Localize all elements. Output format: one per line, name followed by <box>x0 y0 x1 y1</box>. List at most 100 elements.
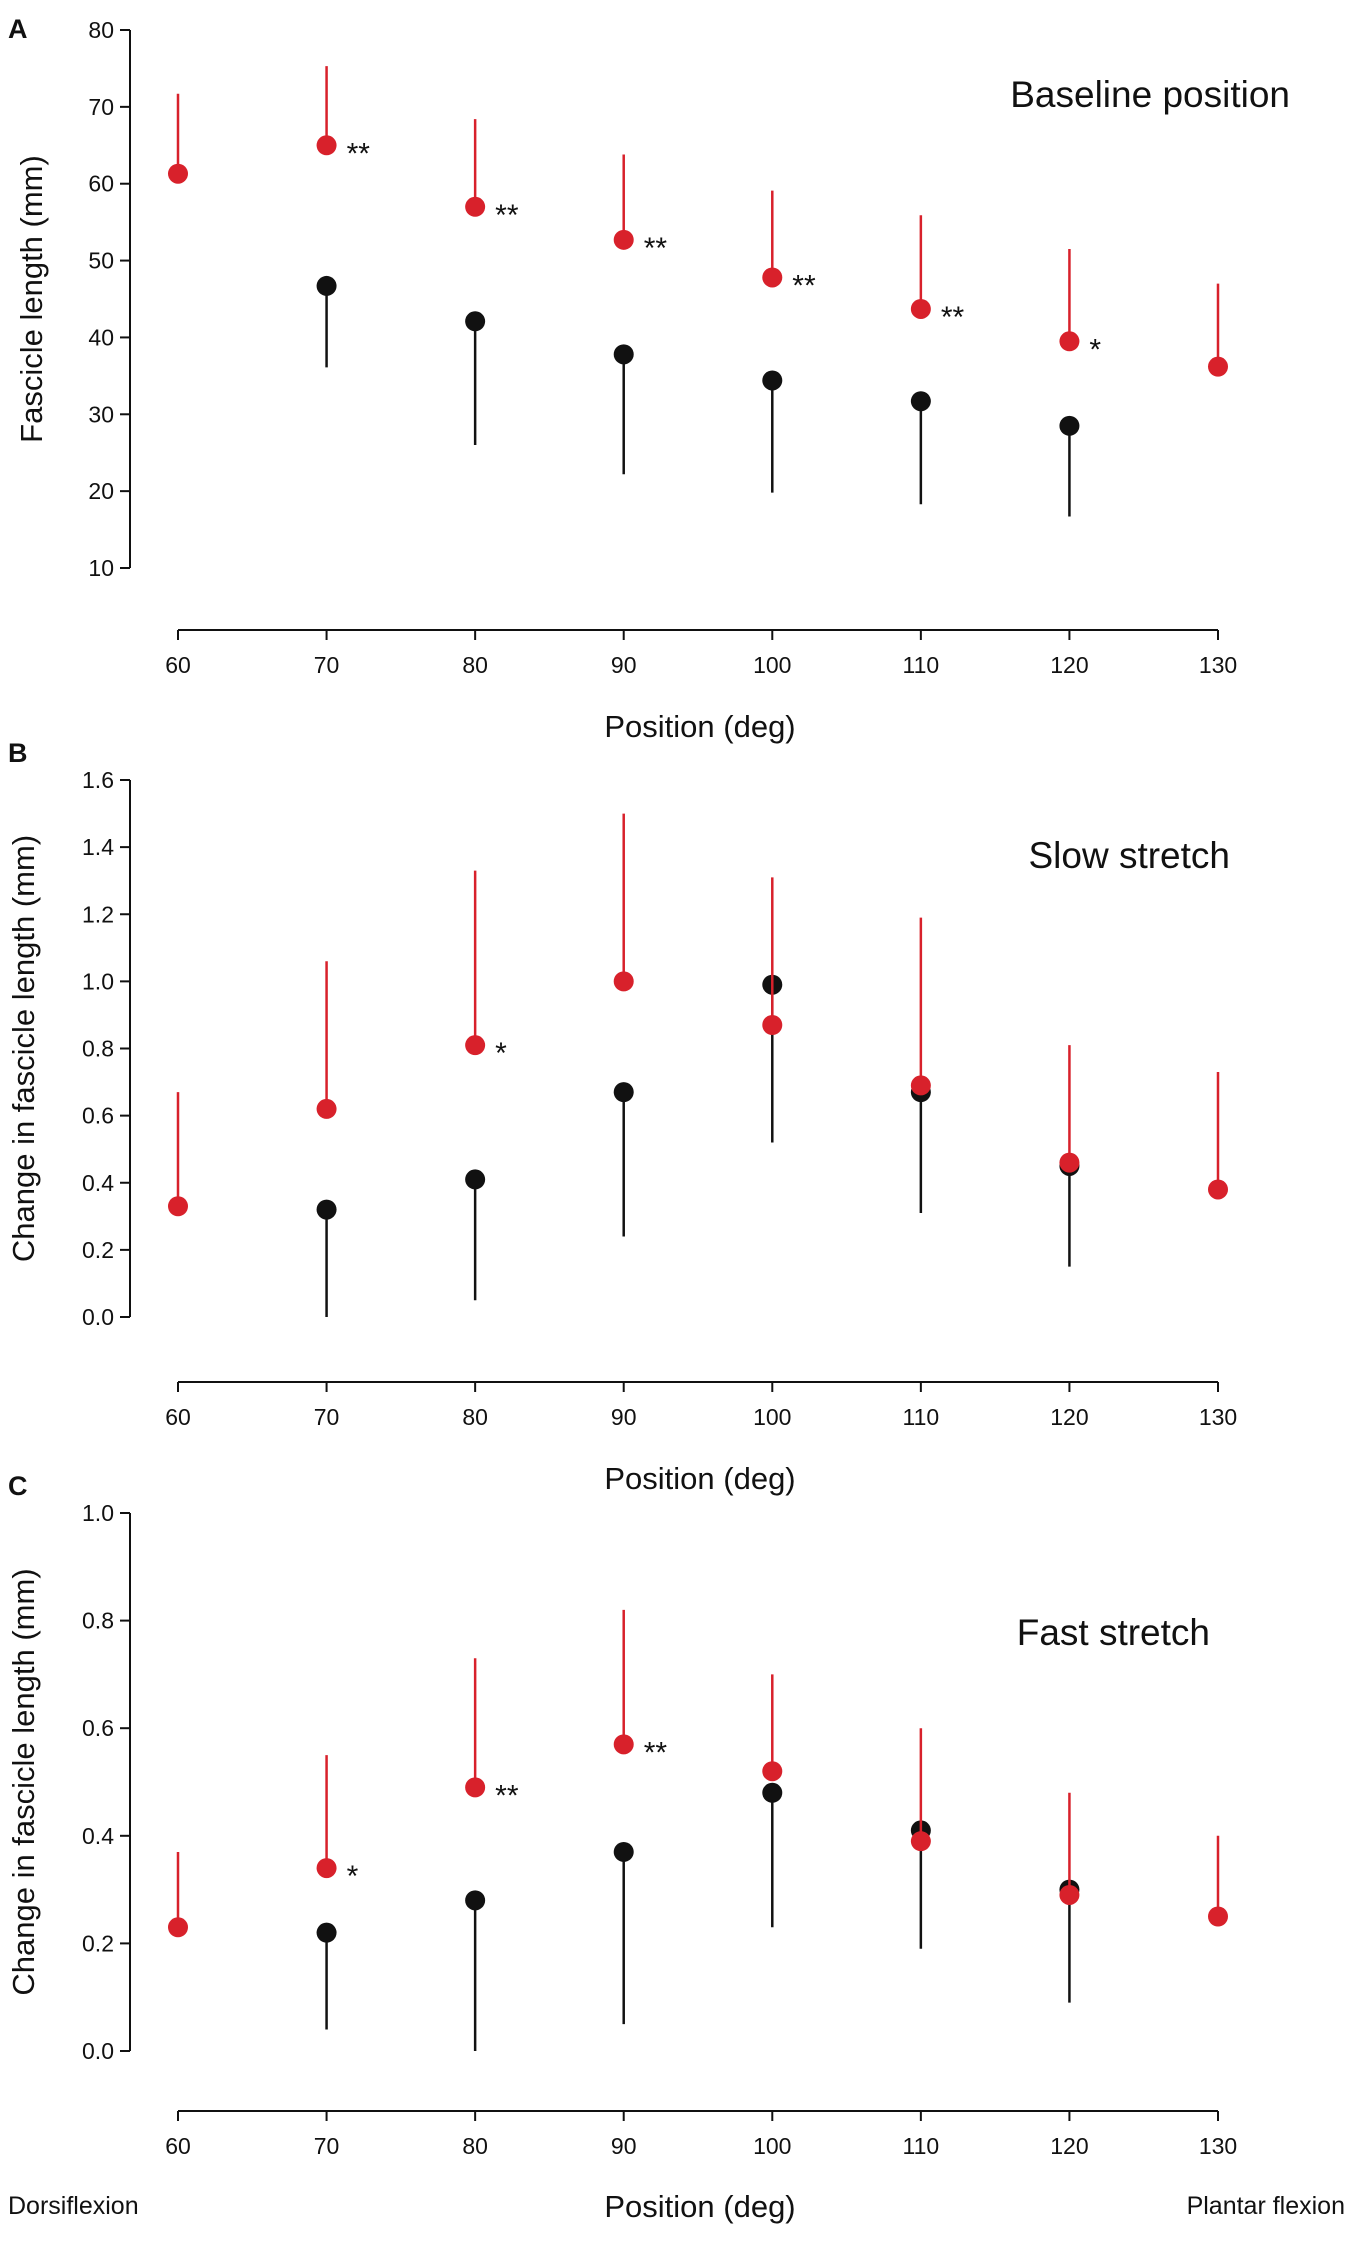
data-point-black <box>465 311 486 332</box>
data-point-red <box>1208 1906 1228 1927</box>
y-tick-label: 0.8 <box>82 1036 114 1062</box>
significance-marker: ** <box>941 301 965 334</box>
x-tick-label: 60 <box>165 2133 191 2159</box>
y-tick-label: 60 <box>88 171 114 197</box>
data-point-red <box>910 298 931 319</box>
x-tick-label: 70 <box>314 652 340 678</box>
data-point-red <box>613 971 634 992</box>
x-tick-label: 120 <box>1050 2133 1088 2159</box>
data-point-black <box>613 344 634 365</box>
x-tick-label: 90 <box>611 2133 637 2159</box>
panel-b: B 0.0 0.2 0.4 0.6 0.8 1.0 1.2 1.4 1.6 60 70 80 90 100 1… <box>6 738 1237 1496</box>
data-point-red <box>1208 356 1228 377</box>
data-point-red <box>1059 1884 1080 1905</box>
x-tick-label: 130 <box>1199 652 1237 678</box>
x-tick-label: 130 <box>1199 2133 1237 2159</box>
x-tick-label: 100 <box>753 2133 791 2159</box>
data-point-red <box>465 1035 486 1056</box>
y-axis-title: Change in fascicle length (mm) <box>6 1568 41 1995</box>
data-point-black <box>1059 415 1080 436</box>
y-tick-label: 0.2 <box>82 1237 114 1263</box>
y-tick-label: 20 <box>88 478 114 504</box>
x-axis-title: Position (deg) <box>604 709 795 744</box>
data-point-black <box>465 1169 486 1190</box>
panel-letter: C <box>8 1471 28 1501</box>
x-tick-label: 90 <box>611 652 637 678</box>
data-point-black <box>316 1199 337 1220</box>
data-point-red <box>762 267 783 288</box>
y-tick-label: 1.2 <box>82 901 114 927</box>
panel-c: C 0.0 0.2 0.4 0.6 0.8 1.0 60 70 80 90 100 110 120 130 P… <box>6 1471 1237 2224</box>
data-point-red <box>1059 1152 1080 1173</box>
x-tick-label: 110 <box>903 2133 940 2159</box>
data-point-black <box>613 1841 634 1862</box>
panel-letter: A <box>8 14 28 44</box>
x-tick-label: 80 <box>462 652 488 678</box>
y-tick-label: 0.0 <box>82 1304 114 1330</box>
data-point-red <box>910 1831 931 1852</box>
y-axis-title: Change in fascicle length (mm) <box>6 835 41 1262</box>
y-tick-label: 80 <box>88 17 114 43</box>
significance-marker: ** <box>792 269 816 302</box>
x-axis-title: Position (deg) <box>604 1461 795 1496</box>
y-tick-label: 0.6 <box>82 1103 114 1129</box>
x-tick-label: 120 <box>1050 1404 1088 1430</box>
data-point-black <box>316 275 337 296</box>
data-point-red <box>316 1098 337 1119</box>
data-point-red <box>316 1858 337 1879</box>
x-tick-label: 110 <box>903 1404 940 1430</box>
y-tick-label: 10 <box>88 555 114 581</box>
x-axis-title: Position (deg) <box>604 2189 795 2224</box>
data-point-red <box>465 1777 486 1798</box>
x-tick-label: 100 <box>753 652 791 678</box>
significance-marker: ** <box>495 199 519 232</box>
y-tick-label: 1.4 <box>82 834 114 860</box>
data-point-black <box>613 1082 634 1103</box>
data-point-red <box>762 1761 783 1782</box>
data-point-red <box>910 1075 931 1096</box>
panel-letter: B <box>8 738 28 768</box>
y-tick-label: 40 <box>88 324 114 350</box>
panel-title: Fast stretch <box>1017 1612 1210 1653</box>
significance-marker: ** <box>644 1736 668 1769</box>
x-tick-label: 70 <box>314 2133 340 2159</box>
significance-marker: * <box>1089 333 1101 366</box>
y-tick-label: 30 <box>88 401 114 427</box>
y-tick-label: 0.4 <box>82 1823 114 1849</box>
x-tick-label: 100 <box>753 1404 791 1430</box>
significance-marker: * <box>347 1860 359 1893</box>
x-tick-label: 70 <box>314 1404 340 1430</box>
data-point-red <box>1208 1179 1228 1200</box>
significance-marker: * <box>495 1037 507 1070</box>
y-tick-label: 1.0 <box>82 968 114 994</box>
x-tick-label: 120 <box>1050 652 1088 678</box>
dorsiflexion-label: Dorsiflexion <box>8 2192 139 2220</box>
x-tick-label: 90 <box>611 1404 637 1430</box>
data-point-red <box>316 135 337 156</box>
data-point-red <box>168 163 188 184</box>
significance-marker: ** <box>495 1779 519 1812</box>
x-tick-label: 60 <box>165 1404 191 1430</box>
y-tick-label: 0.4 <box>82 1170 114 1196</box>
data-point-red <box>168 1917 188 1938</box>
panel-title: Slow stretch <box>1028 835 1230 876</box>
y-axis-title: Fascicle length (mm) <box>14 155 49 443</box>
data-point-red <box>465 196 486 217</box>
panel-a: A 10 20 30 40 50 60 70 80 60 70 80 90 100 110 120 130 Pos… <box>8 14 1290 744</box>
plantar-flexion-label: Plantar flexion <box>1187 2192 1345 2220</box>
panel-title: Baseline position <box>1010 74 1290 115</box>
x-tick-label: 80 <box>462 2133 488 2159</box>
x-tick-label: 130 <box>1199 1404 1237 1430</box>
significance-marker: ** <box>347 137 371 170</box>
x-tick-label: 60 <box>165 652 191 678</box>
y-tick-label: 1.0 <box>82 1500 114 1526</box>
x-tick-label: 80 <box>462 1404 488 1430</box>
data-point-black <box>465 1890 486 1911</box>
y-tick-label: 0.2 <box>82 1930 114 1956</box>
data-point-red <box>613 229 634 250</box>
data-point-black <box>316 1922 337 1943</box>
y-tick-label: 0.6 <box>82 1715 114 1741</box>
data-point-red <box>613 1734 634 1755</box>
x-tick-label: 110 <box>903 652 940 678</box>
